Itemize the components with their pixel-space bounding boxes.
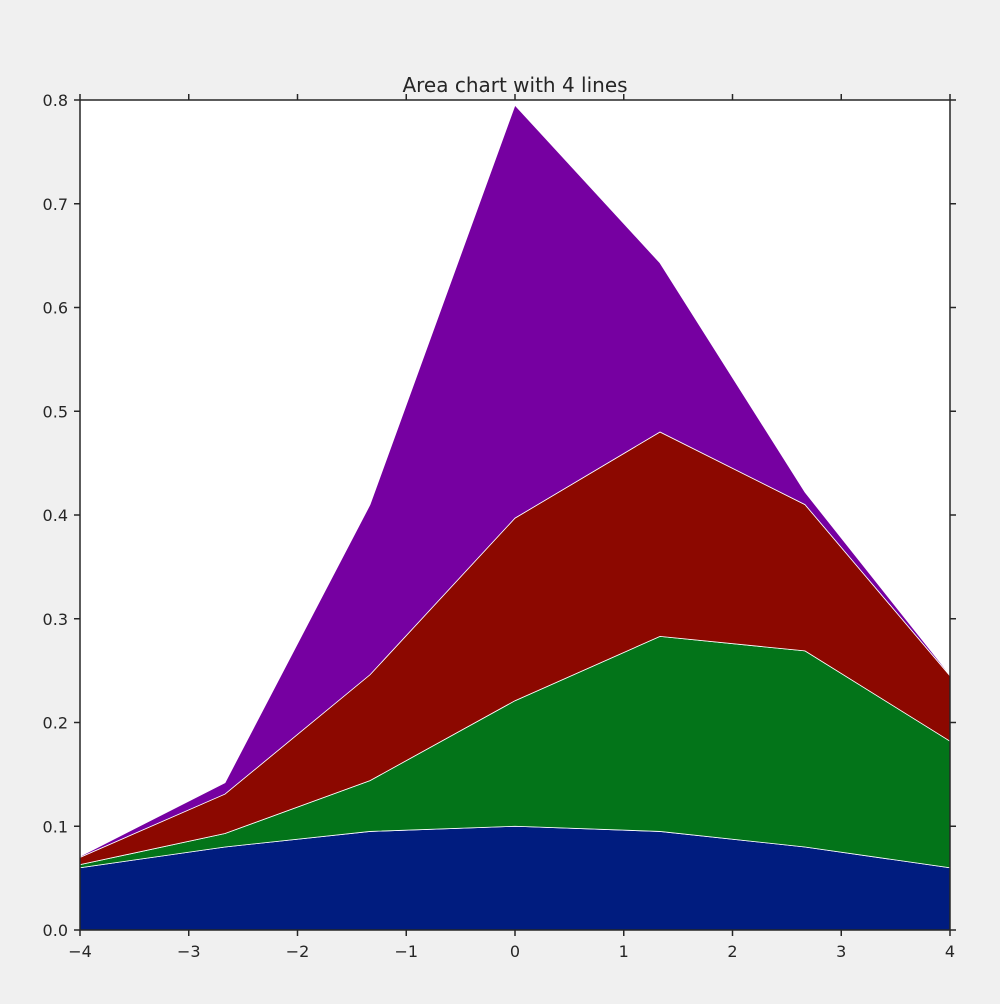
y-tick-label: 0.8	[43, 91, 68, 110]
y-axis-ticks: 0.0 0.1 0.2 0.3 0.4 0.5 0.6 0.7 0.8	[43, 91, 956, 940]
y-tick-label: 0.6	[43, 299, 68, 318]
x-tick-label: −3	[177, 942, 201, 961]
x-tick-label: 3	[836, 942, 846, 961]
x-tick-label: −1	[394, 942, 418, 961]
x-tick-label: −2	[286, 942, 310, 961]
y-tick-label: 0.7	[43, 195, 68, 214]
y-tick-label: 0.4	[43, 506, 68, 525]
y-tick-label: 0.1	[43, 817, 68, 836]
x-tick-label: 4	[945, 942, 955, 961]
x-tick-label: 1	[619, 942, 629, 961]
y-tick-label: 0.2	[43, 714, 68, 733]
y-tick-label: 0.0	[43, 921, 68, 940]
x-tick-label: 2	[727, 942, 737, 961]
x-tick-label: −4	[68, 942, 92, 961]
chart-title: Area chart with 4 lines	[402, 73, 627, 97]
y-tick-label: 0.5	[43, 402, 68, 421]
y-tick-label: 0.3	[43, 610, 68, 629]
area-series-layer	[79, 104, 951, 931]
x-tick-label: 0	[510, 942, 520, 961]
x-axis-ticks: −4 −3 −2 −1 0 1 2 3 4	[68, 94, 955, 961]
